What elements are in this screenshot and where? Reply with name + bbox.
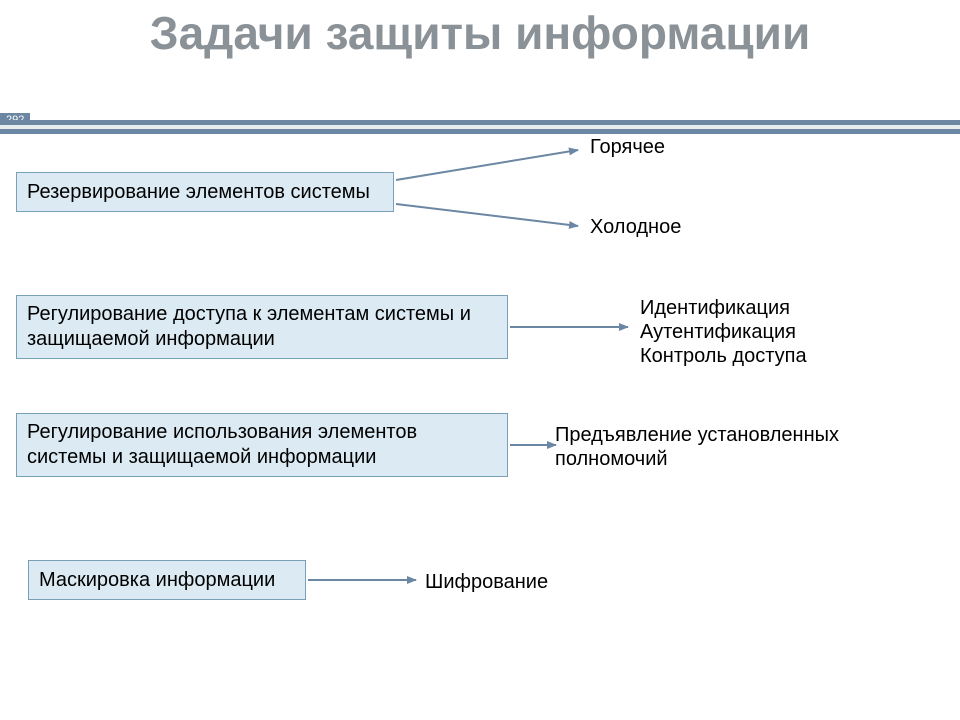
- box-usage-regulation: Регулирование использования элементов си…: [16, 413, 508, 477]
- box-masking: Маскировка информации: [28, 560, 306, 600]
- label-hot: Горячее: [590, 135, 665, 159]
- label-cold: Холодное: [590, 215, 681, 239]
- label-cipher: Шифрование: [425, 570, 548, 594]
- box-backup: Резервирование элементов системы: [16, 172, 394, 212]
- box-masking-label: Маскировка информации: [39, 568, 275, 593]
- box-access-regulation: Регулирование доступа к элементам систем…: [16, 295, 508, 359]
- divider-band: [0, 120, 960, 134]
- label-idauth: Идентификация Аутентификация Контроль до…: [640, 296, 807, 368]
- box-access-regulation-label: Регулирование доступа к элементам систем…: [27, 302, 497, 352]
- label-credentials: Предъявление установленных полномочий: [555, 423, 839, 471]
- page-title: Задачи защиты информации: [0, 8, 960, 59]
- box-usage-regulation-label: Регулирование использования элементов си…: [27, 420, 497, 470]
- box-backup-label: Резервирование элементов системы: [27, 180, 370, 205]
- arrows-layer: [0, 0, 960, 720]
